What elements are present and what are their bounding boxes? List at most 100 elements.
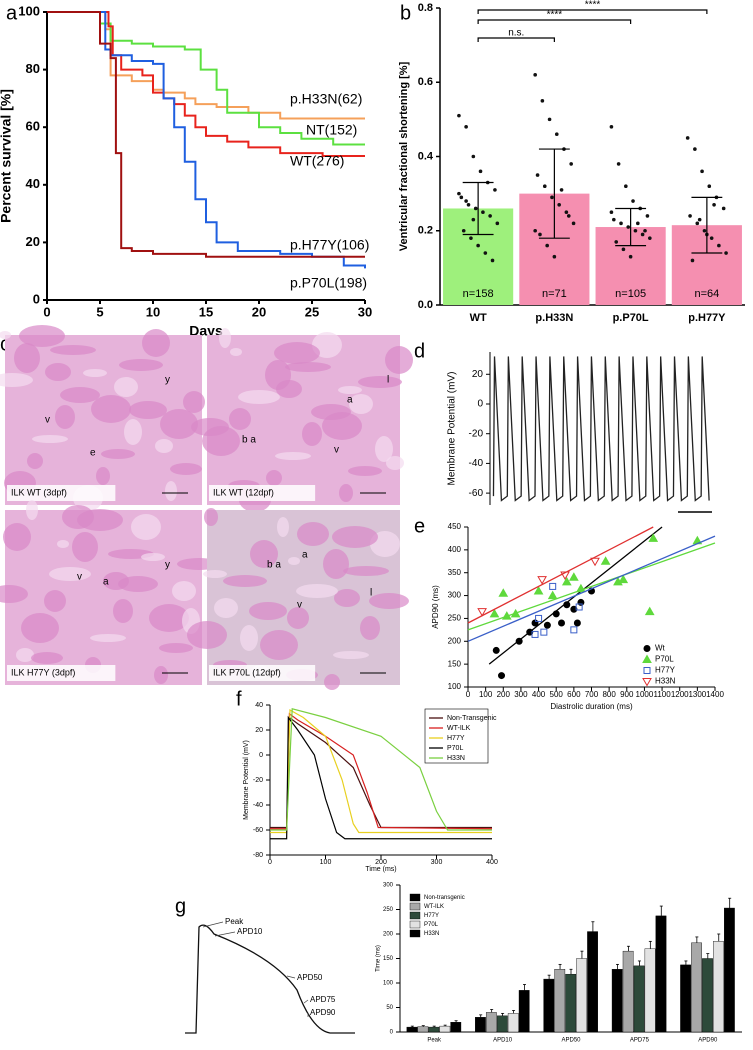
structure-label: l [370, 588, 372, 599]
x-axis-label: Days [189, 323, 223, 339]
y-tick-label: 0 [477, 399, 483, 410]
x-tick-label: 30 [358, 304, 372, 319]
n-label: n=105 [615, 288, 646, 300]
significance-label: n.s. [508, 28, 524, 39]
tissue [141, 553, 165, 561]
bar [417, 1026, 429, 1033]
tissue [16, 648, 34, 662]
bar [485, 1012, 497, 1033]
tissue [118, 576, 158, 592]
dot [495, 221, 500, 226]
tissue [124, 419, 142, 445]
dot [707, 184, 712, 188]
bar [655, 915, 667, 1033]
tissue [240, 625, 258, 651]
x-tick-label: 700 [585, 690, 599, 699]
legend-marker [643, 645, 651, 652]
legend-marker [642, 678, 652, 687]
x-tick-label: 5 [96, 304, 103, 319]
point [549, 582, 557, 590]
tissue [154, 666, 168, 684]
y-tick-label: -20 [469, 428, 484, 439]
schematic-label: APD50 [297, 973, 323, 982]
structure-label: v [334, 445, 339, 456]
x-tick-label: 300 [514, 690, 528, 699]
point [552, 610, 560, 618]
legend-label: P70L [447, 745, 463, 752]
bar [644, 948, 656, 1033]
x-tick-label: 800 [602, 690, 616, 699]
dot [628, 254, 633, 259]
x-tick-label: 1200 [671, 690, 689, 699]
y-tick-label: 40 [26, 176, 40, 191]
dot [609, 210, 614, 214]
dot [724, 251, 728, 255]
tissue [219, 328, 231, 348]
bar [622, 950, 634, 1033]
caption-bg [7, 485, 116, 501]
y-tick-label: 50 [386, 1005, 393, 1011]
point [575, 603, 583, 611]
dot [476, 243, 480, 248]
dot [697, 217, 702, 222]
point [498, 588, 509, 597]
tissue [83, 369, 107, 377]
dot [557, 202, 561, 207]
y-tick-label: 300 [383, 883, 394, 889]
structure-label: y [165, 560, 170, 571]
tissue [45, 363, 71, 381]
legend-label: p.H33N(62) [290, 91, 362, 107]
y-tick-label: 0.6 [418, 76, 433, 88]
schematic-label: APD10 [237, 927, 263, 936]
bar [713, 941, 724, 1033]
tissue [165, 481, 177, 501]
significance-label: **** [547, 10, 563, 21]
legend-marker [643, 667, 651, 674]
y-tick-label: 450 [448, 522, 462, 531]
caption: ILK P70L (12dpf) [213, 667, 281, 677]
point [531, 630, 539, 638]
point [540, 628, 548, 636]
tissue [285, 362, 331, 372]
n-label: n=158 [463, 288, 494, 300]
y-tick-label: 100 [383, 981, 394, 987]
dot [626, 225, 631, 229]
line [47, 11, 365, 146]
tissue [375, 436, 393, 462]
x-tick-label: APD10 [493, 1038, 513, 1044]
x-tick-label: 1300 [688, 690, 706, 699]
legend-label: Wt [655, 644, 666, 653]
bar [496, 1015, 508, 1033]
dot [569, 162, 573, 166]
x-tick-label: 20 [252, 304, 266, 319]
line [47, 11, 366, 269]
y-tick-label: 200 [448, 636, 462, 645]
panel-letter: g [175, 895, 186, 917]
dot [471, 217, 476, 222]
x-tick-label: 600 [567, 690, 581, 699]
caption: ILK WT (12dpf) [213, 487, 274, 497]
point [590, 557, 600, 567]
point [600, 556, 611, 565]
y-tick-label: 300 [448, 591, 462, 600]
legend-marker [642, 654, 652, 663]
dot [695, 221, 700, 226]
significance-bracket [477, 37, 555, 42]
tissue [96, 467, 110, 485]
point [644, 606, 655, 616]
x-tick-label: 100 [320, 859, 332, 866]
ap-schematic [185, 924, 355, 1034]
tissue [249, 602, 287, 620]
tissue [129, 401, 167, 419]
bar [724, 907, 735, 1033]
x-tick-label: 500 [550, 690, 564, 699]
y-axis-label: Membrane Potential (mV) [447, 372, 458, 486]
tissue [32, 435, 68, 443]
bar [543, 978, 555, 1033]
y-tick-label: 20 [472, 369, 484, 380]
line [492, 356, 710, 502]
tissue [333, 651, 369, 659]
y-tick-label: 40 [255, 702, 263, 709]
x-tick-label: 0 [43, 304, 50, 319]
